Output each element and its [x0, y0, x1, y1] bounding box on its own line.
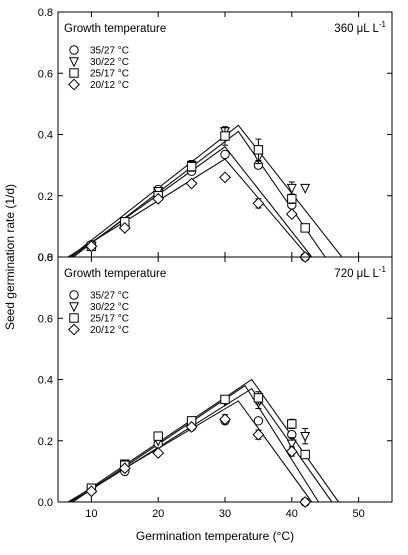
x-axis-title: Germination temperature (°C) [136, 529, 294, 543]
y-tick-label: 0.4 [38, 130, 53, 142]
data-point [253, 393, 264, 403]
series-triangle-down [86, 126, 311, 253]
fit-line [72, 384, 319, 503]
data-point [219, 413, 231, 426]
series-diamond [85, 413, 312, 508]
legend-label: 20/12 °C [90, 325, 129, 336]
y-tick-label: 0.2 [38, 436, 53, 448]
legend-label: 35/27 °C [90, 291, 129, 302]
series-circle [86, 149, 310, 262]
series-square [86, 391, 310, 493]
legend-label: 35/27 °C [90, 46, 129, 57]
fit-line [69, 124, 343, 258]
data-point [285, 445, 298, 458]
diamond-legend-marker [68, 323, 80, 336]
series-triangle-down [86, 395, 311, 498]
y-tick-label: 0.8 [38, 252, 53, 264]
y-tick-label: 0.0 [38, 497, 53, 509]
data-point [286, 439, 297, 450]
data-point [287, 194, 297, 204]
data-point [252, 428, 265, 441]
data-point [185, 177, 198, 190]
circle-legend-marker [69, 290, 79, 300]
legend-title: Growth temperature [64, 23, 166, 35]
data-point [152, 447, 165, 459]
legend-label: 30/22 °C [90, 302, 129, 313]
legend-entry: 30/22 °C [68, 302, 129, 313]
legend-entry: 35/27 °C [69, 45, 129, 57]
co2-exponent: -1 [379, 265, 387, 274]
data-point [253, 416, 264, 426]
data-point [300, 449, 310, 460]
legend-label: 20/12 °C [90, 80, 129, 91]
triangle-down-legend-marker [68, 302, 80, 313]
data-point [252, 197, 265, 210]
series-square [86, 126, 310, 251]
data-point [85, 485, 98, 498]
data-point [220, 131, 230, 141]
data-point [153, 431, 163, 441]
circle-legend-marker [69, 45, 79, 55]
y-tick-label: 0.6 [38, 313, 53, 325]
y-tick-label: 0.6 [38, 68, 53, 80]
data-point [286, 183, 297, 194]
data-point [300, 431, 311, 442]
co2-label: 360 μL L-1 [334, 20, 386, 35]
data-point [185, 421, 198, 433]
panel-2: 0.0 0.2 0.4 0.6 0.8 10 20 30 40 50 Growth temperat… [38, 252, 393, 520]
x-tick-label: 10 [85, 508, 97, 520]
co2-label: 720 μL L-1 [334, 265, 386, 280]
legend-title: Growth temperature [64, 268, 166, 280]
x-tick-label: 20 [152, 508, 164, 520]
fit-line [67, 400, 313, 503]
panels: 0.0 0.2 0.4 0.6 0.8 Growth temperature 360 μL … [38, 7, 393, 520]
data-point [287, 419, 297, 429]
x-tick-label: 50 [352, 508, 364, 520]
legend-entry: 35/27 °C [69, 290, 129, 302]
y-tick-label: 0.4 [38, 375, 53, 387]
legend-entry: 30/22 °C [68, 57, 129, 68]
square-legend-marker [69, 68, 79, 78]
legend-label: 30/22 °C [90, 57, 129, 68]
legend-label: 25/17 °C [90, 314, 129, 325]
triangle-down-legend-marker [68, 57, 80, 68]
data-point [118, 221, 131, 234]
legend-label: 25/17 °C [90, 69, 129, 80]
data-point [300, 183, 311, 194]
y-axis-title: Seed germination rate (1/d) [3, 184, 17, 330]
y-tick-label: 0.0 [38, 252, 53, 264]
x-tick-label: 30 [219, 508, 231, 520]
data-point [85, 240, 98, 253]
square-legend-marker [69, 313, 79, 323]
x-tick-label: 40 [286, 508, 298, 520]
data-point [118, 462, 131, 475]
legend-entry: 25/17 °C [69, 68, 129, 80]
data-point [152, 192, 165, 205]
data-point [186, 161, 197, 172]
fit-line [69, 378, 340, 503]
diamond-legend-marker [68, 78, 80, 91]
legend-entry: 25/17 °C [69, 313, 129, 325]
data-point [300, 223, 310, 233]
panel-1: 0.0 0.2 0.4 0.6 0.8 Growth temperature 360 μL … [38, 7, 393, 264]
legend-entry: 20/12 °C [68, 323, 129, 336]
series-diamond [85, 171, 312, 263]
y-tick-label: 0.2 [38, 191, 53, 203]
data-point [285, 208, 298, 221]
data-point [220, 394, 230, 405]
co2-exponent: -1 [379, 20, 387, 29]
data-point [299, 496, 312, 508]
data-point [219, 171, 231, 184]
y-tick-label: 0.8 [38, 7, 53, 19]
legend-entry: 20/12 °C [68, 78, 129, 91]
data-point [253, 145, 264, 155]
data-point [220, 149, 230, 160]
